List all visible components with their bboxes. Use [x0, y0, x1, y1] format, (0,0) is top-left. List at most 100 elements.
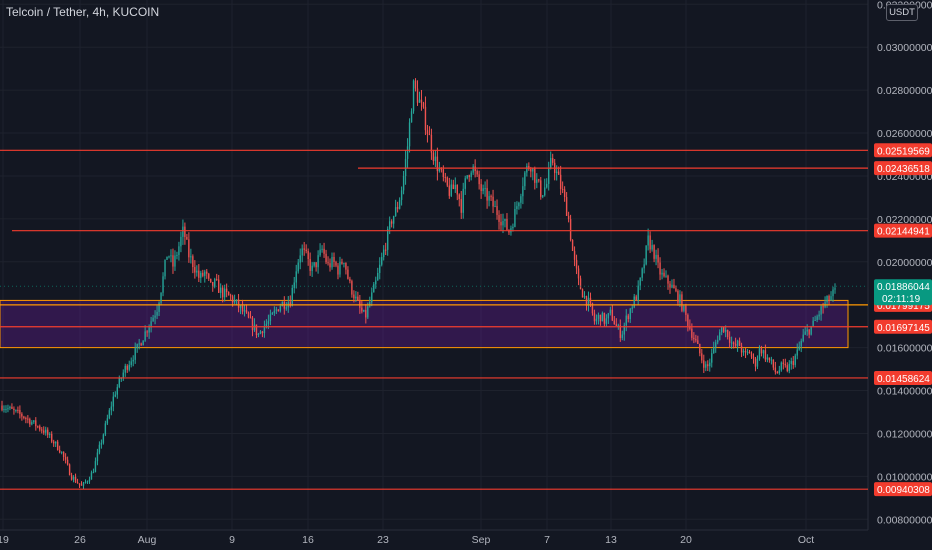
candle-body	[597, 314, 600, 319]
price-tick-label: 0.03000000	[877, 42, 932, 54]
candle-body	[494, 206, 496, 208]
candle-body	[760, 348, 763, 354]
candle-body	[770, 359, 773, 361]
candle-body	[573, 250, 576, 260]
time-tick-label: Aug	[138, 534, 157, 546]
candle-body	[398, 199, 401, 209]
candle-body	[231, 296, 234, 303]
candle-body	[299, 255, 301, 263]
candle-body	[730, 342, 733, 344]
time-tick-label: 20	[680, 534, 692, 546]
currency-badge[interactable]: USDT	[886, 4, 918, 21]
candle-body	[430, 134, 433, 153]
candle-body	[51, 433, 53, 442]
candle-body	[675, 288, 677, 291]
candle-body	[29, 418, 31, 425]
candle-body	[458, 194, 460, 200]
candle-body	[367, 306, 369, 318]
candle-body	[355, 296, 357, 299]
candle-body	[349, 278, 351, 282]
candle-body	[754, 358, 757, 367]
candle-body	[255, 324, 258, 336]
candle-body	[408, 122, 411, 147]
candle-body	[142, 340, 144, 346]
candle-body	[108, 410, 111, 419]
candle-body	[540, 180, 542, 197]
candle-body	[611, 309, 614, 321]
candle-body	[249, 317, 252, 319]
candle-body	[685, 305, 687, 315]
price-level-label: 0.00940308	[877, 485, 930, 496]
candle-body	[124, 365, 126, 373]
candle-body	[331, 256, 333, 268]
time-tick-label: 16	[302, 534, 314, 546]
candle-body	[756, 358, 759, 367]
candle-body	[353, 294, 355, 299]
candle-body	[581, 289, 584, 298]
candle-body	[116, 387, 118, 395]
candle-body	[538, 179, 540, 181]
candle-body	[442, 169, 445, 178]
candle-body	[460, 199, 462, 213]
candle-body	[396, 207, 399, 209]
candle-body	[637, 285, 639, 301]
candle-body	[641, 268, 643, 278]
candle-body	[732, 342, 735, 344]
price-tick-label: 0.02800000	[877, 85, 932, 97]
candle-body	[744, 350, 747, 353]
candle-body	[707, 364, 709, 367]
candle-body	[711, 353, 713, 363]
candle-body	[615, 324, 618, 326]
candle-body	[88, 479, 91, 482]
candle-body	[514, 209, 516, 227]
candle-body	[446, 177, 449, 186]
candle-body	[748, 351, 751, 354]
candle-body	[679, 294, 681, 303]
candle-body	[585, 295, 588, 306]
candle-body	[705, 364, 707, 368]
candle-body	[333, 256, 335, 263]
candle-body	[627, 315, 629, 320]
candle-body	[663, 272, 665, 277]
candle-body	[522, 186, 524, 197]
candle-body	[790, 361, 792, 364]
candle-body	[478, 174, 480, 185]
candle-body	[237, 299, 240, 308]
candle-body	[150, 321, 152, 328]
candle-body	[717, 340, 719, 343]
candle-body	[289, 302, 291, 307]
candle-body	[120, 378, 122, 380]
candle-body	[295, 271, 297, 283]
candle-body	[375, 280, 377, 285]
candle-body	[788, 363, 790, 372]
candle-body	[359, 300, 361, 308]
price-level-badge	[874, 370, 932, 385]
candle-body	[132, 359, 134, 362]
candle-body	[327, 262, 329, 264]
candle-body	[76, 482, 79, 484]
candle-body	[424, 106, 427, 131]
candle-body	[726, 329, 729, 337]
candle-body	[369, 302, 371, 307]
price-level-badge	[874, 482, 932, 497]
candle-body	[452, 184, 454, 190]
candle-body	[542, 195, 544, 197]
candle-body	[118, 378, 120, 388]
candle-body	[613, 320, 616, 325]
candle-body	[17, 409, 19, 411]
candle-body	[130, 361, 132, 365]
candle-body	[569, 219, 572, 240]
candle-body	[472, 166, 474, 173]
candle-body	[609, 309, 612, 314]
candle-body	[383, 249, 385, 258]
candle-body	[394, 207, 397, 217]
candle-body	[9, 406, 11, 409]
candle-body	[138, 343, 140, 345]
candle-body	[170, 255, 172, 257]
candle-body	[544, 187, 546, 196]
candle-body	[386, 228, 389, 250]
candle-body	[128, 364, 130, 370]
